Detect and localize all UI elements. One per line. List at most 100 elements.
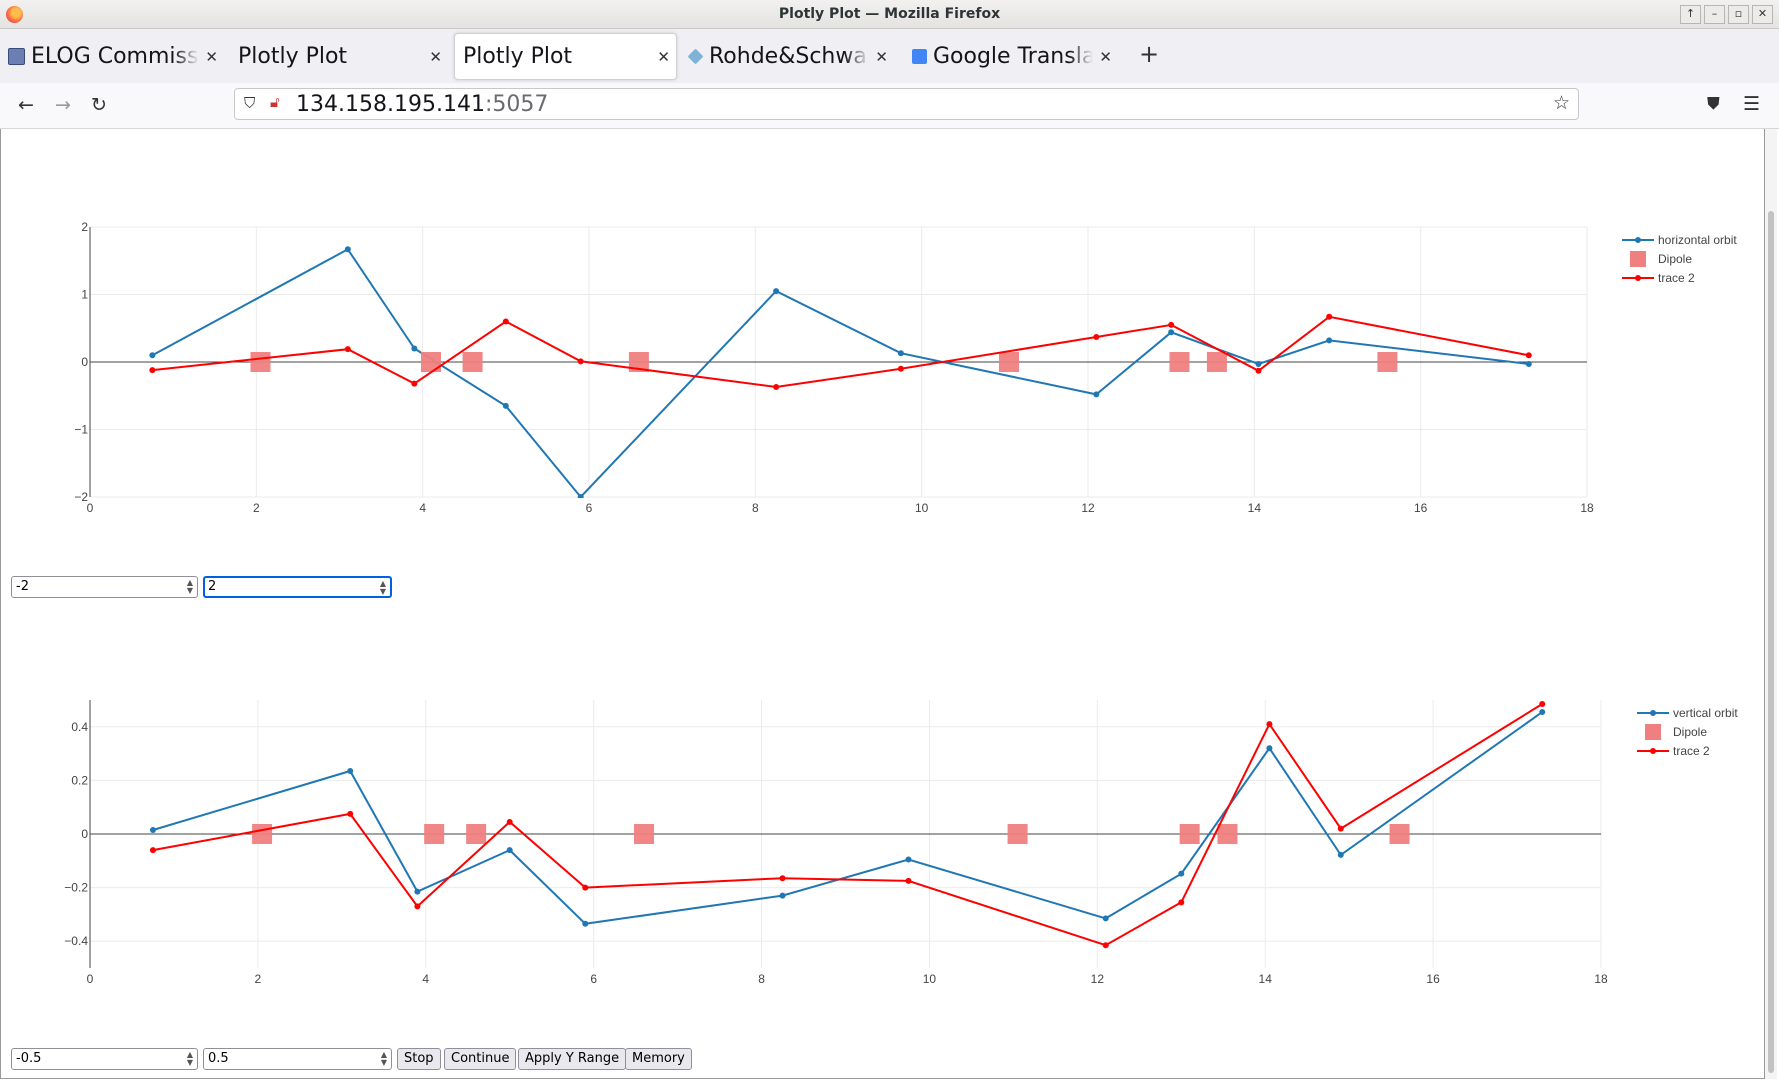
series-2: [149, 313, 1532, 390]
x-tick-label: 10: [915, 501, 929, 515]
tab-label: Plotly Plot: [238, 44, 348, 69]
tab-google-translate[interactable]: Google Translate ✕: [912, 33, 1118, 80]
data-point: [506, 847, 513, 854]
tab-elog[interactable]: ELOG Commissioning ✕: [8, 33, 224, 80]
tab-label: ELOG Commissioning: [31, 44, 199, 69]
continue-button[interactable]: Continue: [444, 1048, 517, 1070]
window-pin-icon[interactable]: ↑: [1680, 5, 1701, 24]
data-point: [773, 383, 780, 390]
data-point: [414, 903, 421, 910]
x-tick-label: 4: [419, 501, 426, 515]
data-point: [897, 365, 904, 372]
y-tick-label: −2: [74, 490, 88, 504]
memory-button[interactable]: Memory: [625, 1048, 692, 1070]
reload-icon[interactable]: ↻: [91, 94, 107, 116]
x-tick-label: 4: [422, 972, 429, 986]
spinner-icon[interactable]: ▲ ▼: [186, 1050, 193, 1067]
tab-close-icon[interactable]: ✕: [205, 47, 218, 66]
stop-button[interactable]: Stop: [397, 1048, 441, 1070]
url-bar[interactable]: ⛉ 🔓︎ 134.158.195.141:5057 ☆: [234, 88, 1579, 120]
data-point: [577, 358, 584, 365]
window-minimize-icon[interactable]: –: [1704, 5, 1725, 24]
tab-plotly-2[interactable]: Plotly Plot ✕: [454, 33, 677, 80]
y-tick-label: −0.4: [64, 934, 88, 948]
pocket-icon[interactable]: ⛊: [1707, 94, 1720, 114]
legend-dipole-swatch: [1630, 251, 1646, 267]
tab-close-icon[interactable]: ✕: [657, 47, 670, 66]
navigation-bar: ← → ↻ ⛉ 🔓︎ 134.158.195.141:5057 ☆ ⛊ ☰: [0, 83, 1779, 129]
top-ymax-input[interactable]: 2 ▲ ▼: [203, 576, 392, 598]
data-point: [149, 367, 156, 374]
data-point: [1178, 870, 1185, 877]
vertical-orbit-chart[interactable]: 0 2 4 6 8 10 12 14 16 18 −0.4 −0.2 0 0.2 0.4 vertical o…: [0, 685, 1765, 995]
tab-close-icon[interactable]: ✕: [875, 47, 888, 66]
x-tick-label: 14: [1259, 972, 1273, 986]
y-tick-label: −1: [74, 423, 88, 437]
tab-close-icon[interactable]: ✕: [429, 47, 442, 66]
x-tick-label: 12: [1091, 972, 1105, 986]
data-point: [344, 246, 351, 253]
page-viewport: [0, 129, 1765, 1079]
dipole-marker: [1389, 824, 1410, 844]
spinner-icon[interactable]: ▲ ▼: [380, 1050, 387, 1067]
back-icon[interactable]: ←: [18, 94, 34, 116]
data-point: [344, 346, 351, 353]
bottom-ymin-input[interactable]: -0.5 ▲ ▼: [11, 1048, 198, 1070]
data-point: [773, 288, 780, 295]
spinner-icon[interactable]: ▲ ▼: [186, 578, 193, 595]
dipole-marker: [462, 352, 483, 372]
tab-rohde-schwarz[interactable]: Rohde&Schwarz ✕: [687, 33, 894, 80]
data-point: [1525, 361, 1532, 368]
top-ymin-input[interactable]: -2 ▲ ▼: [11, 576, 198, 598]
series-line: [152, 711, 1543, 925]
data-point: [1255, 367, 1262, 374]
x-tick-label: 12: [1081, 501, 1095, 515]
tab-bar: ELOG Commissioning ✕ Plotly Plot ✕ Plotl…: [0, 29, 1779, 83]
data-point: [1326, 337, 1333, 344]
data-point: [502, 402, 509, 409]
window-maximize-icon[interactable]: ▫: [1728, 5, 1749, 24]
window-close-icon[interactable]: ✕: [1752, 5, 1773, 24]
dipole-marker: [634, 824, 655, 844]
shield-icon[interactable]: ⛉: [244, 94, 256, 112]
forward-icon[interactable]: →: [55, 94, 71, 116]
x-tick-label: 18: [1580, 501, 1594, 515]
data-point: [1093, 391, 1100, 398]
x-tick-label: 14: [1248, 501, 1262, 515]
insecure-lock-icon[interactable]: 🔓︎: [270, 93, 280, 111]
legend-marker-swatch: [1650, 748, 1656, 754]
tab-close-icon[interactable]: ✕: [1099, 47, 1112, 66]
page-scrollbar[interactable]: [1765, 129, 1777, 1079]
tab-plotly-1[interactable]: Plotly Plot ✕: [230, 33, 448, 80]
tab-label: Plotly Plot: [463, 44, 573, 69]
x-tick-label: 10: [923, 972, 937, 986]
data-point: [577, 494, 584, 498]
y-tick-label: −0.2: [64, 881, 88, 895]
y-tick-label: 0: [81, 827, 88, 841]
bookmark-star-icon[interactable]: ☆: [1552, 92, 1570, 114]
y-tick-label: 2: [81, 220, 88, 234]
data-point: [1539, 701, 1546, 708]
elog-favicon-icon: [8, 48, 25, 65]
apply-y-range-button[interactable]: Apply Y Range: [518, 1048, 627, 1070]
series-0: [149, 246, 1532, 498]
bottom-ymax-input[interactable]: 0.5 ▲ ▼: [203, 1048, 392, 1070]
rs-favicon-icon: [687, 48, 704, 65]
dipole-marker: [1377, 352, 1398, 372]
series-line: [152, 703, 1543, 947]
series-1: [250, 352, 1398, 372]
url-text[interactable]: 134.158.195.141:5057: [296, 92, 549, 117]
data-point: [1168, 321, 1175, 328]
dipole-marker: [1169, 352, 1190, 372]
legend-label: Dipole: [1673, 725, 1707, 739]
new-tab-icon[interactable]: +: [1139, 40, 1160, 68]
data-point: [1337, 851, 1344, 858]
spinner-icon[interactable]: ▲ ▼: [379, 579, 386, 596]
menu-icon[interactable]: ☰: [1743, 93, 1761, 115]
dipole-marker: [420, 352, 441, 372]
data-point: [1168, 329, 1175, 336]
scrollbar-thumb[interactable]: [1768, 211, 1774, 1073]
data-point: [582, 884, 589, 891]
dipole-marker: [998, 352, 1019, 372]
